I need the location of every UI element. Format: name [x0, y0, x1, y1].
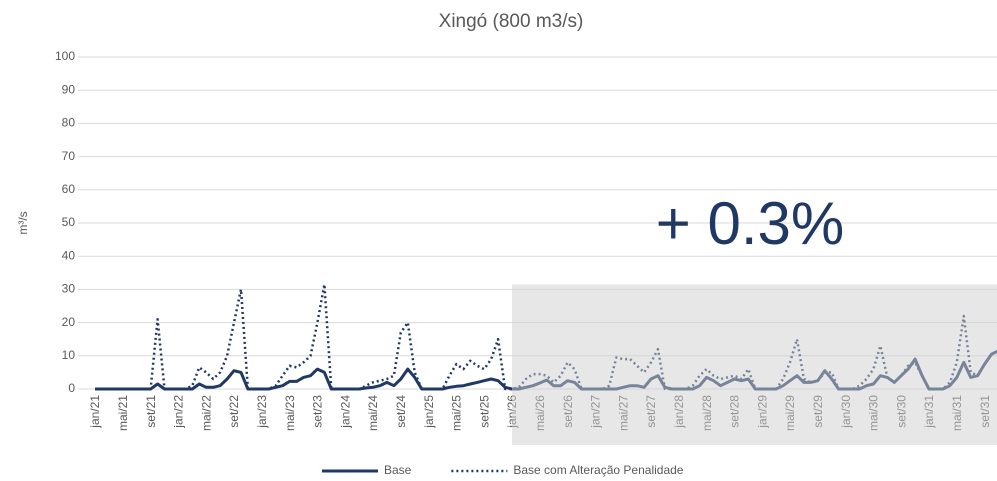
y-tick-label: 90	[62, 82, 76, 96]
x-tick-label: set/25	[477, 395, 491, 428]
x-tick-label: set/22	[227, 395, 241, 428]
y-tick-label: 20	[62, 315, 76, 329]
x-tick-label: set/23	[311, 395, 325, 428]
x-tick-label: jan/24	[338, 395, 352, 429]
x-tick-label: jan/21	[88, 395, 102, 429]
y-tick-label: 30	[62, 282, 76, 296]
y-tick-label: 70	[62, 149, 76, 163]
x-tick-label: jan/25	[422, 395, 436, 429]
x-tick-label: set/21	[144, 395, 158, 428]
y-tick-label: 50	[62, 215, 76, 229]
x-tick-label: mai/25	[450, 395, 464, 431]
x-tick-label: mai/23	[283, 395, 297, 431]
x-tick-label: jan/22	[172, 395, 186, 429]
legend-label: Base	[384, 463, 412, 477]
x-tick-label: mai/24	[366, 395, 380, 431]
chart-title: Xingó (800 m3/s)	[439, 11, 584, 32]
x-tick-label: mai/21	[116, 395, 130, 431]
y-tick-label: 60	[62, 182, 76, 196]
x-tick-label: mai/22	[199, 395, 213, 431]
legend-label: Base com Alteração Penalidade	[513, 463, 683, 477]
y-tick-label: 0	[68, 381, 75, 395]
annotation: + 0.3%	[656, 190, 844, 257]
x-tick-label: jan/23	[255, 395, 269, 429]
shaded-region	[512, 284, 997, 445]
y-tick-label: 10	[62, 348, 76, 362]
y-tick-label: 40	[62, 248, 76, 262]
y-tick-label: 80	[62, 116, 76, 130]
x-tick-label: set/24	[394, 395, 408, 428]
y-tick-label: 100	[55, 49, 75, 63]
y-axis-label: m³/s	[16, 211, 30, 234]
